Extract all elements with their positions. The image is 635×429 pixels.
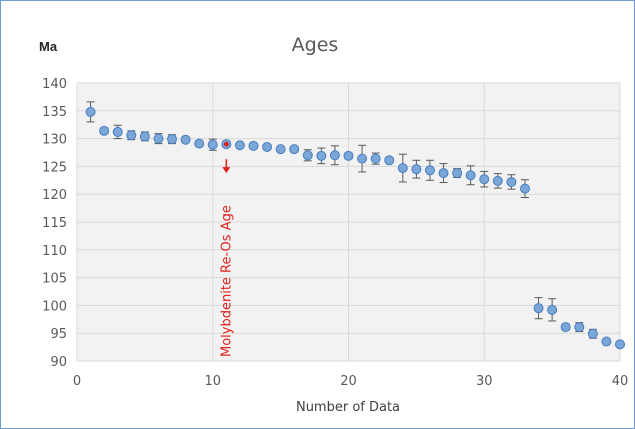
data-point [316,150,327,161]
data-point [533,303,544,314]
data-point [126,130,137,141]
data-point [180,134,191,145]
data-point [465,170,476,181]
data-point [615,339,625,350]
data-point [329,150,340,161]
data-point [289,144,300,155]
data-point [85,106,96,117]
data-point [411,164,422,175]
y-tick-label: 100 [42,299,67,314]
y-tick-label: 110 [42,244,67,259]
data-point [357,153,368,164]
y-tick-label: 125 [42,160,67,175]
data-point [452,168,463,179]
x-tick-label: 40 [612,374,629,389]
x-tick-labels: 0 10 20 30 40 [73,374,628,389]
data-point [587,328,598,339]
data-point [139,131,150,142]
annotation: Molybdenite Re-Os Age [219,159,234,357]
data-point [438,168,449,179]
y-tick-label: 115 [42,216,67,231]
data-point [194,138,205,149]
data-point [153,133,164,144]
data-point [492,175,503,186]
data-point [167,134,178,145]
y-tick-labels: 90 95 100 105 110 115 120 125 130 135 140 [42,77,67,370]
data-point [275,144,286,155]
data-point [547,304,558,315]
annotation-arrowhead [222,167,231,174]
chart-title: Ages [292,34,339,56]
data-point [207,139,218,150]
data-point [574,322,585,333]
data-point [424,165,435,176]
data-point [262,141,273,152]
annotation-label: Molybdenite Re-Os Age [219,205,234,357]
highlight-point-core [223,141,229,147]
y-tick-label: 95 [50,327,67,342]
data-point [234,140,245,151]
data-point [479,174,490,185]
x-tick-label: 30 [476,374,493,389]
data-point [343,150,354,161]
data-point [384,155,395,166]
data-point [506,176,517,187]
y-tick-label: 105 [42,272,67,287]
y-tick-label: 120 [42,188,67,203]
data-point [302,150,313,161]
data-point [601,336,612,347]
x-tick-label: 20 [340,374,357,389]
data-point [519,183,530,194]
data-point [370,153,381,164]
data-point [560,322,571,333]
y-unit-label: Ma [39,39,58,54]
data-points [85,106,625,350]
y-tick-label: 90 [50,355,67,370]
y-tick-label: 135 [42,105,67,120]
y-tick-label: 140 [42,77,67,92]
data-point [99,125,110,136]
x-tick-label: 0 [73,374,81,389]
data-point [397,163,408,174]
data-point [248,140,259,151]
y-tick-label: 130 [42,133,67,148]
data-point [112,126,123,137]
x-axis-label: Number of Data [296,400,400,415]
x-tick-label: 10 [204,374,221,389]
